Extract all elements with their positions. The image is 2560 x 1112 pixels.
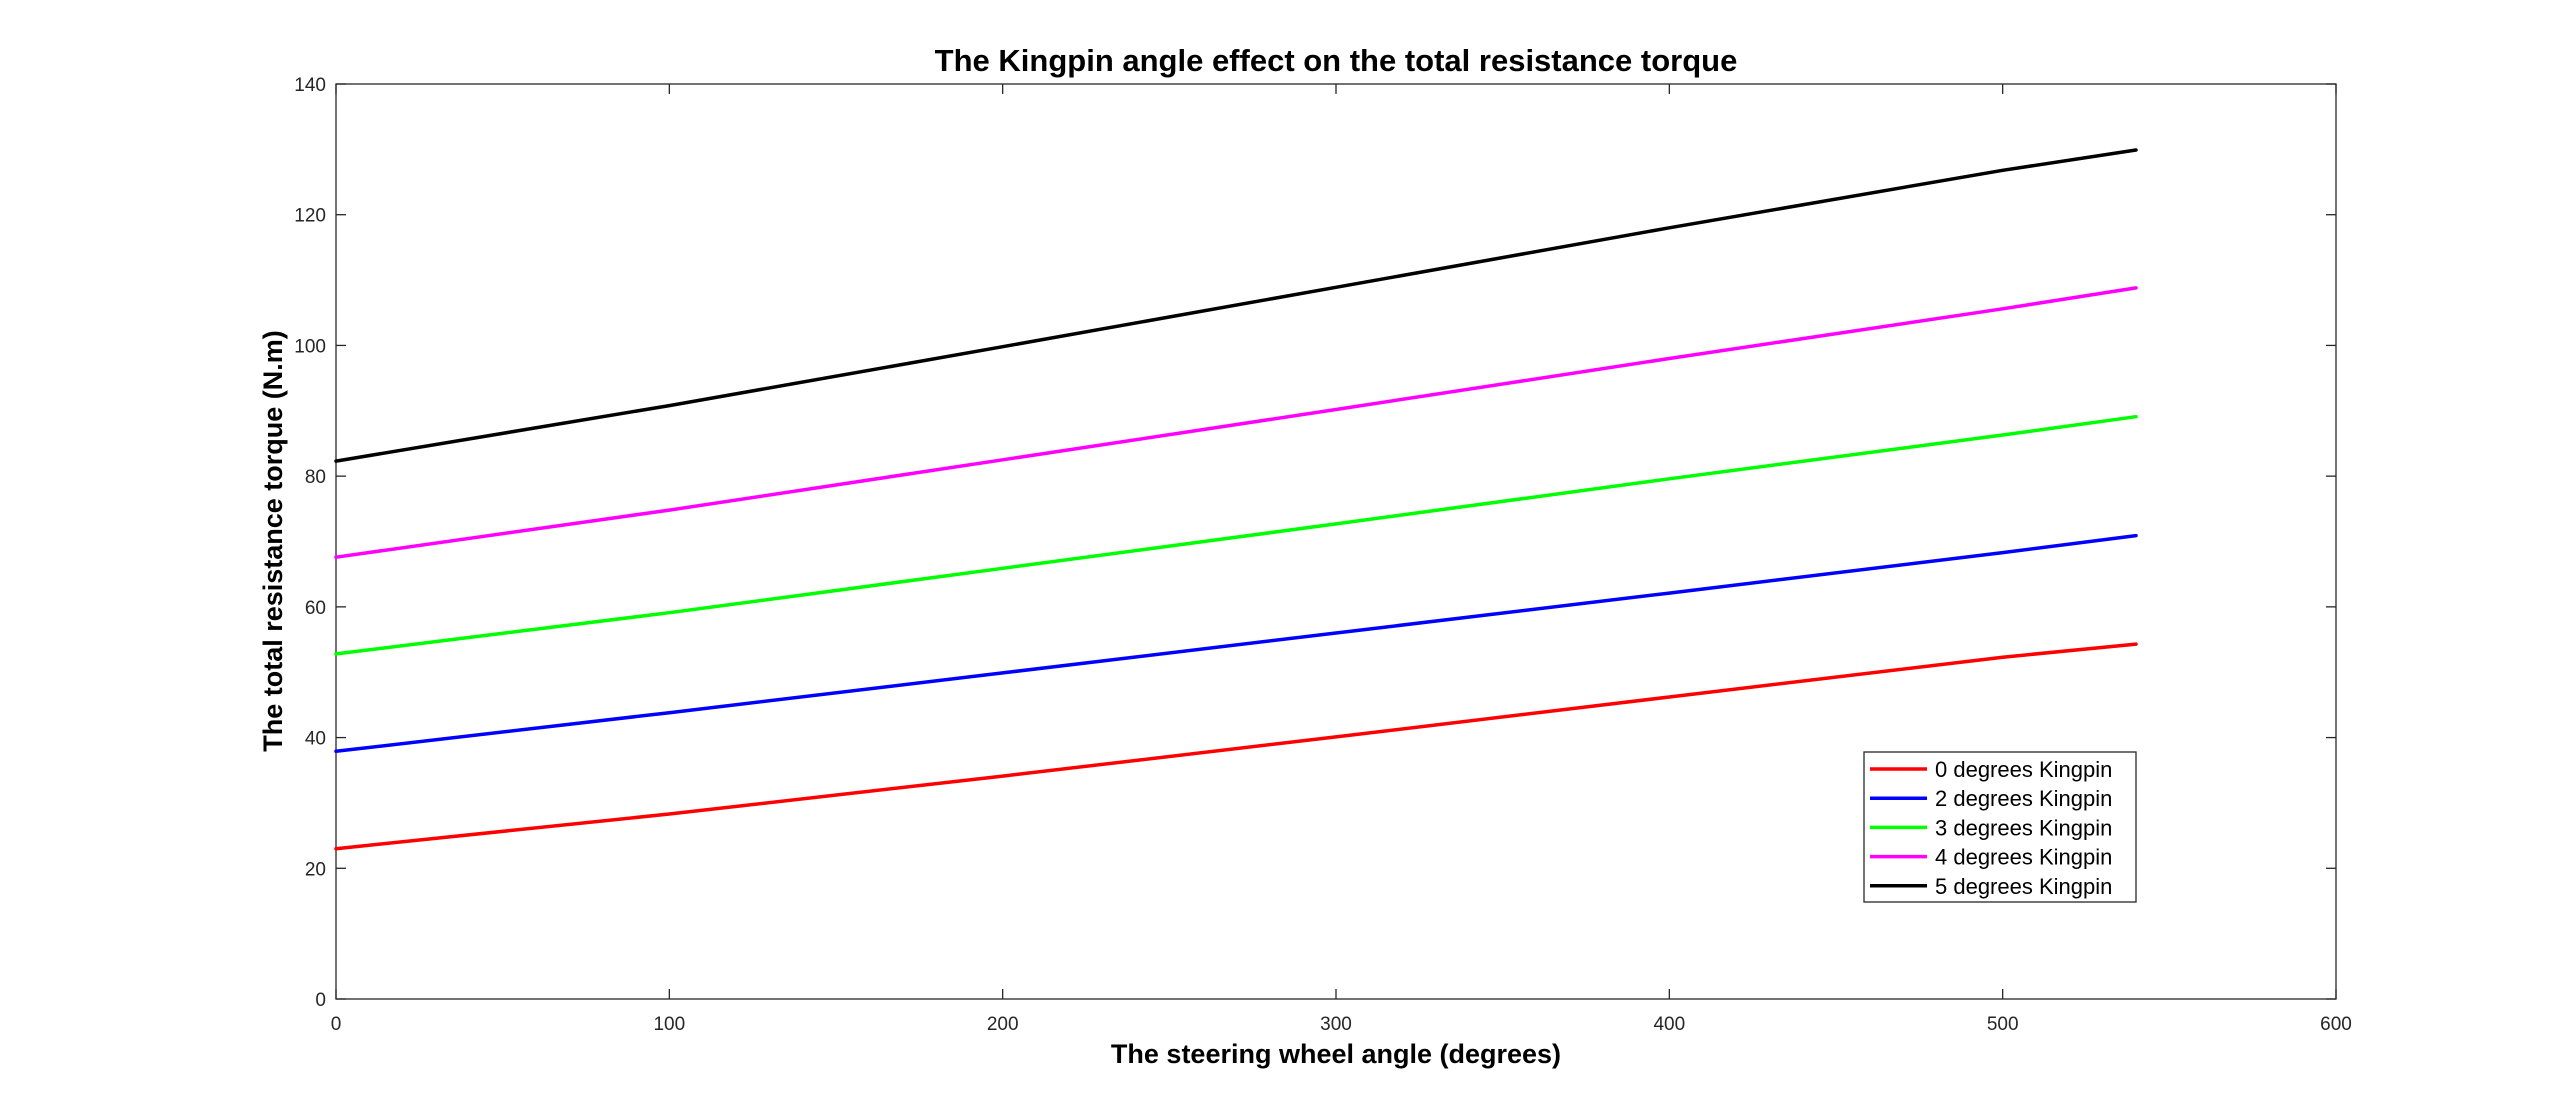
y-tick-label: 20 xyxy=(305,859,326,880)
x-axis: 0 100 200 300 400 500 600 xyxy=(331,84,2352,1035)
chart-title: The Kingpin angle effect on the total re… xyxy=(935,43,1738,78)
y-tick-label: 140 xyxy=(294,75,326,96)
legend: 0 degrees Kingpin 2 degrees Kingpin 3 degr… xyxy=(1863,751,2137,903)
legend-label-2: 3 degrees Kingpin xyxy=(1935,815,2112,840)
y-tick-label: 100 xyxy=(294,336,326,357)
series-layer xyxy=(334,148,2138,851)
series-line-1 xyxy=(334,533,2138,754)
y-tick-label: 80 xyxy=(305,467,326,488)
x-tick-label: 400 xyxy=(1653,1014,1685,1035)
series-line-2 xyxy=(334,414,2138,656)
legend-label-3: 4 degrees Kingpin xyxy=(1935,845,2112,870)
series-line-4 xyxy=(334,148,2138,463)
x-tick-label: 100 xyxy=(653,1014,685,1035)
legend-label-0: 0 degrees Kingpin xyxy=(1935,757,2112,782)
x-tick-label: 300 xyxy=(1320,1014,1352,1035)
y-tick-label: 120 xyxy=(294,206,326,227)
legend-label-4: 5 degrees Kingpin xyxy=(1935,874,2112,899)
y-tick-label: 0 xyxy=(315,990,326,1011)
x-axis-label: The steering wheel angle (degrees) xyxy=(1111,1039,1561,1069)
x-tick-label: 500 xyxy=(1987,1014,2019,1035)
y-axis: 0 20 40 60 80 100 120 140 xyxy=(294,75,2336,1011)
y-tick-label: 40 xyxy=(305,729,326,750)
legend-label-1: 2 degrees Kingpin xyxy=(1935,786,2112,811)
series-line-3 xyxy=(334,286,2138,559)
x-tick-label: 600 xyxy=(2320,1014,2352,1035)
x-tick-label: 0 xyxy=(331,1014,342,1035)
series-line-0 xyxy=(334,642,2138,851)
x-tick-label: 200 xyxy=(987,1014,1019,1035)
y-axis-label: The total resistance torque (N.m) xyxy=(258,330,288,752)
y-tick-label: 60 xyxy=(305,598,326,619)
